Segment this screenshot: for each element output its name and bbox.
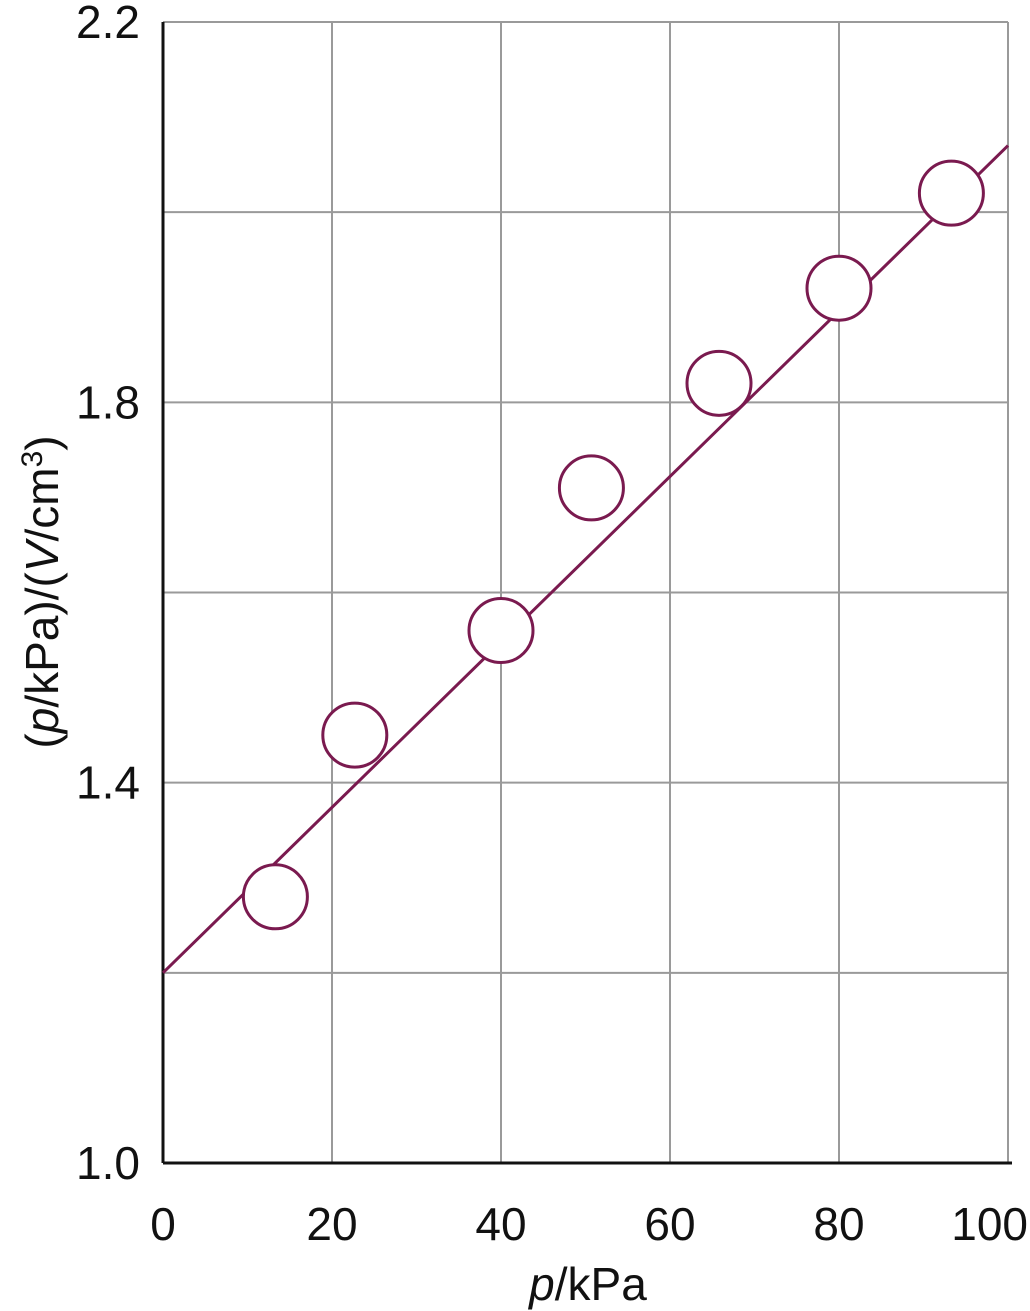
x-tick-label: 80 [813,1198,864,1250]
data-point [557,454,625,522]
y-label-unit1: /kPa)/( [16,572,68,708]
y-tick-label: 2.2 [76,0,140,48]
data-point [467,597,535,665]
y-label-unit2: /cm [16,467,68,541]
x-tick-label: 40 [475,1198,526,1250]
data-point [917,159,985,227]
tick-labels: 0 20 40 60 80 100 1.0 1.4 1.8 2.2 [76,0,1028,1250]
y-label-close: ) [16,435,68,450]
data-series [161,144,1010,974]
x-tick-label: 100 [951,1198,1028,1250]
y-axis-label: (p/kPa)/(V/cm3) [16,435,69,748]
data-point [805,254,873,322]
y-label-var2: V [16,537,68,572]
fit-line [161,144,1010,974]
x-tick-label: 60 [644,1198,695,1250]
x-tick-label: 0 [150,1198,176,1250]
data-point [321,701,389,769]
y-label-sup: 3 [16,451,49,468]
data-point [685,349,753,417]
y-tick-label: 1.8 [76,376,140,428]
y-label-var1: p [16,708,68,736]
x-axis-unit: /kPa [555,1258,647,1310]
x-tick-label: 20 [306,1198,357,1250]
data-point [241,863,309,931]
grid [162,21,1009,1164]
x-axis-label: p/kPa [527,1258,647,1310]
y-tick-label: 1.0 [76,1137,140,1189]
y-label-open: ( [16,733,68,749]
x-axis-var: p [527,1258,555,1310]
y-tick-label: 1.4 [76,757,140,809]
